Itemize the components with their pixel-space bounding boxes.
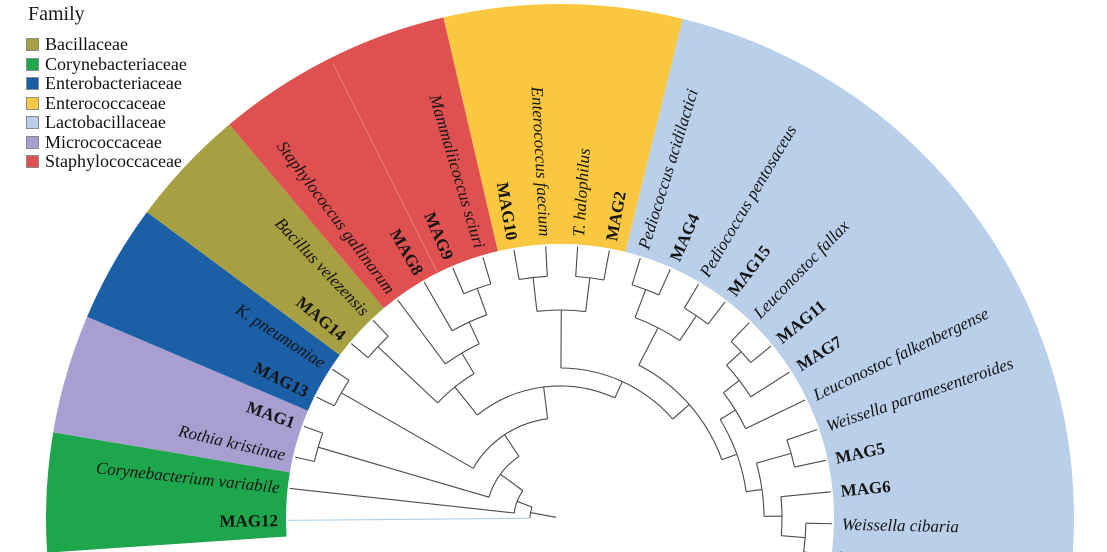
tree-arc <box>488 455 520 498</box>
branch-mag4 <box>658 269 671 296</box>
leaf-label-weissella-cibaria: Weissella cibaria <box>842 515 959 536</box>
family-sector-corynebacteriaceae <box>46 432 290 552</box>
sector-divider <box>332 63 438 273</box>
legend-label: Lactobacillaceae <box>45 112 166 133</box>
branch-internal <box>500 473 524 492</box>
branch-internal <box>341 392 474 469</box>
branch-internal <box>726 351 742 366</box>
branch-weissella-paramesenteroides <box>786 429 818 441</box>
branch-internal <box>318 446 490 498</box>
branch-t-halophilus <box>575 246 579 277</box>
family-sector-enterococcaceae <box>443 4 683 252</box>
branch-internal <box>461 352 475 374</box>
leaf-label-mag12: MAG12 <box>219 511 278 531</box>
branch-internal <box>614 381 623 399</box>
legend-swatch-icon <box>26 116 39 130</box>
branch-internal <box>723 380 740 394</box>
branch-mag2 <box>603 250 610 281</box>
legend-swatch-icon <box>26 38 39 52</box>
branch-internal <box>781 535 806 539</box>
branch-internal <box>719 409 736 420</box>
legend-title: Family <box>28 3 85 25</box>
branch-pediococcus-pentosaceus <box>683 283 700 309</box>
branch-internal <box>543 386 549 419</box>
legend-label: Enterococcaceae <box>45 92 166 113</box>
branch-internal <box>721 453 738 461</box>
branch-mag12 <box>288 517 531 521</box>
legend-swatch-icon <box>26 57 39 71</box>
branch-internal <box>679 315 697 341</box>
branch-leuconostoc-falkenbergense <box>745 399 806 430</box>
leaf-label-mag6: MAG6 <box>840 477 892 501</box>
branch-mag1 <box>303 425 323 434</box>
legend-swatch-icon <box>26 77 39 91</box>
legend-item-micrococcaceae: Micrococcaceae <box>26 131 187 153</box>
branch-mag14 <box>350 343 369 359</box>
branch-mag15 <box>707 301 726 325</box>
branch-rothia-kristinae <box>294 456 315 463</box>
branch-internal <box>454 386 478 416</box>
family-sector-enterobacteriaceae <box>87 212 340 411</box>
branch-internal <box>672 404 690 420</box>
legend-item-bacillaceae: Bacillaceae <box>26 34 187 55</box>
legend-label: Enterobacteriaceae <box>45 73 182 94</box>
branch-internal <box>504 434 520 457</box>
branch-internal <box>476 288 488 316</box>
legend-item-staphylococcaceae: Staphylococcaceae <box>26 151 187 172</box>
branch-internal <box>516 500 533 508</box>
branch-internal <box>746 488 763 493</box>
family-sector-bacillaceae <box>146 124 384 355</box>
legend-swatch-icon <box>26 155 39 169</box>
branch-internal <box>585 277 591 312</box>
tree-arc <box>638 364 723 460</box>
branch-internal <box>638 327 659 366</box>
branch-internal <box>756 452 792 464</box>
branch-internal <box>377 346 439 404</box>
branch-mag6 <box>780 491 831 498</box>
branch-mag11 <box>750 345 772 364</box>
branch-leuconostoc-fallax <box>730 322 750 342</box>
legend-label: Micrococcaceae <box>45 131 162 152</box>
legend-items: Bacillaceae Corynebacteriaceae Enterobacte… <box>26 34 187 172</box>
legend-label: Bacillaceae <box>45 34 128 55</box>
branch-internal <box>532 277 538 312</box>
legend-item-lactobacillaceae: Lactobacillaceae <box>26 112 187 133</box>
branch-staphylococcus-gallinarum <box>397 299 446 365</box>
branch-bacillus-velezensis <box>372 319 389 337</box>
family-sector-micrococcaceae <box>53 316 308 473</box>
family-legend: Family Bacillaceae Corynebacteriaceae Ente… <box>26 3 187 172</box>
legend-swatch-icon <box>26 96 39 110</box>
branch-mag5 <box>794 459 826 468</box>
family-sector-lactobacillaceae <box>625 18 1074 552</box>
branch-mag7 <box>750 371 790 398</box>
legend-item-enterococcaceae: Enterococcaceae <box>26 92 187 114</box>
branch-mag9 <box>452 267 465 294</box>
branch-pediococcus-acidilactici <box>631 257 641 286</box>
legend-item-enterobacteriaceae: Enterobacteriaceae <box>26 73 187 94</box>
branch-internal <box>468 321 480 345</box>
legend-item-corynebacteriaceae: Corynebacteriaceae <box>26 53 187 75</box>
family-sector-staphylococcaceae <box>229 17 498 309</box>
root-branch <box>530 512 557 518</box>
branch-k-pneumoniae <box>331 368 350 381</box>
tree-arc <box>472 418 548 469</box>
branch-mag13 <box>316 396 335 407</box>
branch-corynebacterium-variabile <box>289 487 515 514</box>
branch-mammaliicoccus-sciuri <box>482 257 492 285</box>
branch-mag10 <box>513 249 520 280</box>
legend-label: Staphylococcaceae <box>45 151 182 172</box>
branch-enterococcus-faecium <box>545 246 548 277</box>
branch-internal <box>634 289 647 318</box>
branch-weissella-cibaria <box>805 522 832 525</box>
legend-swatch-icon <box>26 135 39 149</box>
branch-mag8 <box>423 282 453 332</box>
legend-label: Corynebacteriaceae <box>45 53 187 74</box>
